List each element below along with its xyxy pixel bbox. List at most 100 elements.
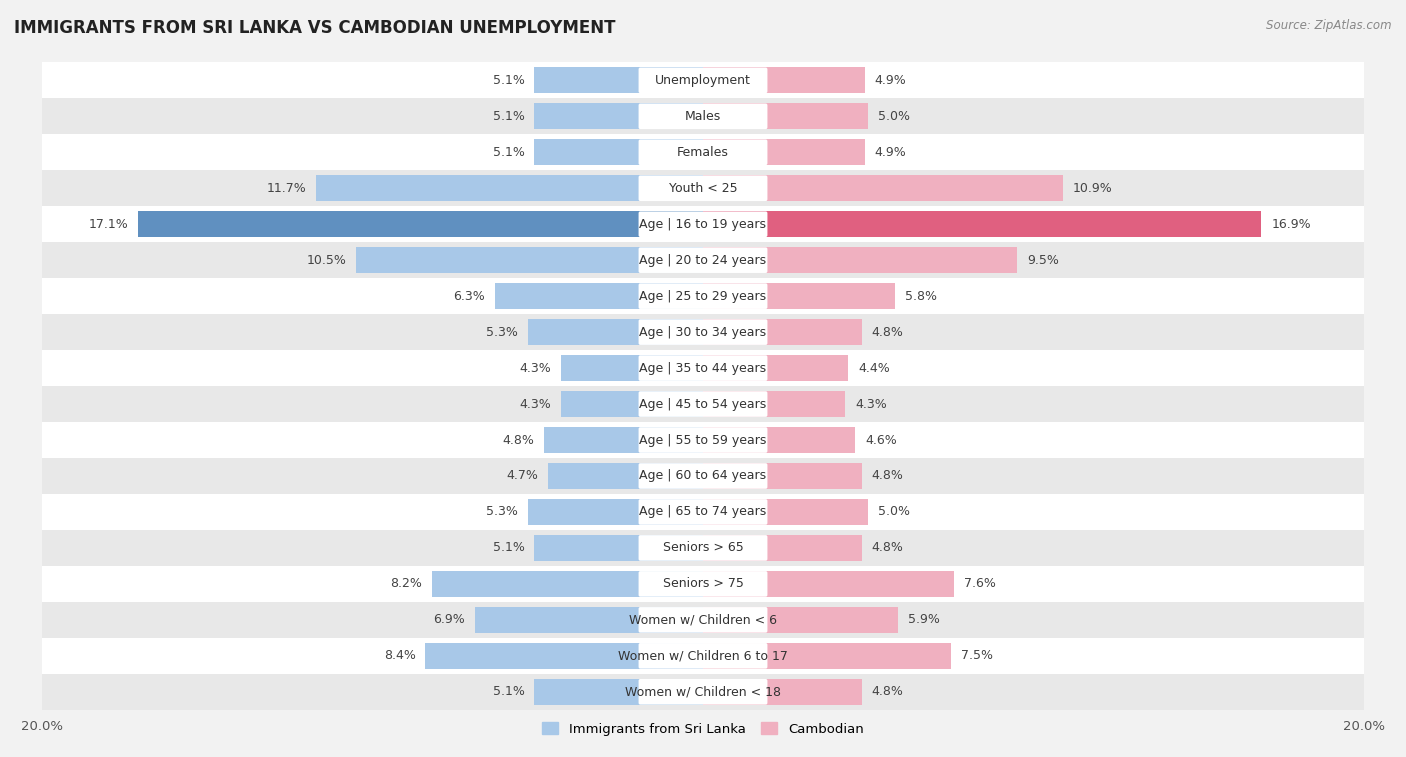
Bar [42,638,1364,674]
Bar [432,571,703,597]
Bar [703,679,862,705]
Bar [527,499,703,525]
Text: Women w/ Children < 18: Women w/ Children < 18 [626,685,780,698]
Text: 8.4%: 8.4% [384,650,416,662]
Text: 4.6%: 4.6% [865,434,897,447]
FancyBboxPatch shape [638,319,768,345]
Bar [544,427,703,453]
FancyBboxPatch shape [638,139,768,165]
FancyBboxPatch shape [638,643,768,668]
FancyBboxPatch shape [638,679,768,705]
Text: 5.3%: 5.3% [486,326,517,338]
Text: 7.6%: 7.6% [965,578,995,590]
Bar [356,248,703,273]
Bar [42,170,1364,206]
Bar [548,463,703,489]
Text: 6.3%: 6.3% [453,290,485,303]
Text: Seniors > 65: Seniors > 65 [662,541,744,554]
Bar [561,355,703,381]
Bar [42,566,1364,602]
FancyBboxPatch shape [638,499,768,525]
Text: 5.1%: 5.1% [492,110,524,123]
Bar [42,602,1364,638]
Text: 11.7%: 11.7% [267,182,307,195]
Bar [42,350,1364,386]
Text: 5.0%: 5.0% [879,506,910,519]
Text: 4.8%: 4.8% [872,326,904,338]
Bar [703,211,1261,237]
Text: 4.8%: 4.8% [502,434,534,447]
FancyBboxPatch shape [638,176,768,201]
Bar [703,643,950,668]
Bar [703,463,862,489]
Bar [138,211,703,237]
Bar [703,571,955,597]
Bar [534,535,703,561]
Bar [703,535,862,561]
Text: 5.8%: 5.8% [904,290,936,303]
Bar [426,643,703,668]
Text: 5.1%: 5.1% [492,685,524,698]
Text: Age | 30 to 34 years: Age | 30 to 34 years [640,326,766,338]
FancyBboxPatch shape [638,463,768,489]
Text: 4.4%: 4.4% [858,362,890,375]
Bar [703,391,845,417]
Text: 4.7%: 4.7% [506,469,537,482]
FancyBboxPatch shape [638,607,768,633]
FancyBboxPatch shape [638,355,768,381]
Text: 4.8%: 4.8% [872,469,904,482]
Text: 9.5%: 9.5% [1026,254,1059,266]
Text: 4.9%: 4.9% [875,146,907,159]
Bar [534,139,703,165]
Bar [703,283,894,309]
Text: 7.5%: 7.5% [960,650,993,662]
Bar [42,278,1364,314]
Bar [42,62,1364,98]
Bar [703,607,898,633]
Bar [703,355,848,381]
Bar [316,176,703,201]
Text: 4.3%: 4.3% [519,362,551,375]
Text: Males: Males [685,110,721,123]
Legend: Immigrants from Sri Lanka, Cambodian: Immigrants from Sri Lanka, Cambodian [537,717,869,741]
Bar [42,674,1364,710]
Text: 4.8%: 4.8% [872,685,904,698]
Bar [42,530,1364,566]
Bar [703,176,1063,201]
Bar [475,607,703,633]
Text: 16.9%: 16.9% [1271,218,1310,231]
Bar [42,98,1364,134]
Bar [534,67,703,93]
Bar [495,283,703,309]
FancyBboxPatch shape [638,248,768,273]
Bar [703,139,865,165]
FancyBboxPatch shape [638,104,768,129]
Bar [703,427,855,453]
Text: Age | 35 to 44 years: Age | 35 to 44 years [640,362,766,375]
Text: Age | 45 to 54 years: Age | 45 to 54 years [640,397,766,410]
Bar [534,679,703,705]
Text: Age | 65 to 74 years: Age | 65 to 74 years [640,506,766,519]
Text: Age | 25 to 29 years: Age | 25 to 29 years [640,290,766,303]
FancyBboxPatch shape [638,211,768,237]
Text: 5.0%: 5.0% [879,110,910,123]
Text: Age | 60 to 64 years: Age | 60 to 64 years [640,469,766,482]
Bar [42,314,1364,350]
Bar [561,391,703,417]
Bar [42,206,1364,242]
Bar [42,134,1364,170]
Bar [534,104,703,129]
Bar [703,319,862,345]
Bar [527,319,703,345]
Bar [42,494,1364,530]
Text: Age | 55 to 59 years: Age | 55 to 59 years [640,434,766,447]
FancyBboxPatch shape [638,67,768,93]
FancyBboxPatch shape [638,571,768,597]
Bar [703,104,868,129]
Bar [42,242,1364,278]
FancyBboxPatch shape [638,283,768,309]
Text: 5.1%: 5.1% [492,541,524,554]
FancyBboxPatch shape [638,391,768,417]
Text: Age | 16 to 19 years: Age | 16 to 19 years [640,218,766,231]
Text: Age | 20 to 24 years: Age | 20 to 24 years [640,254,766,266]
